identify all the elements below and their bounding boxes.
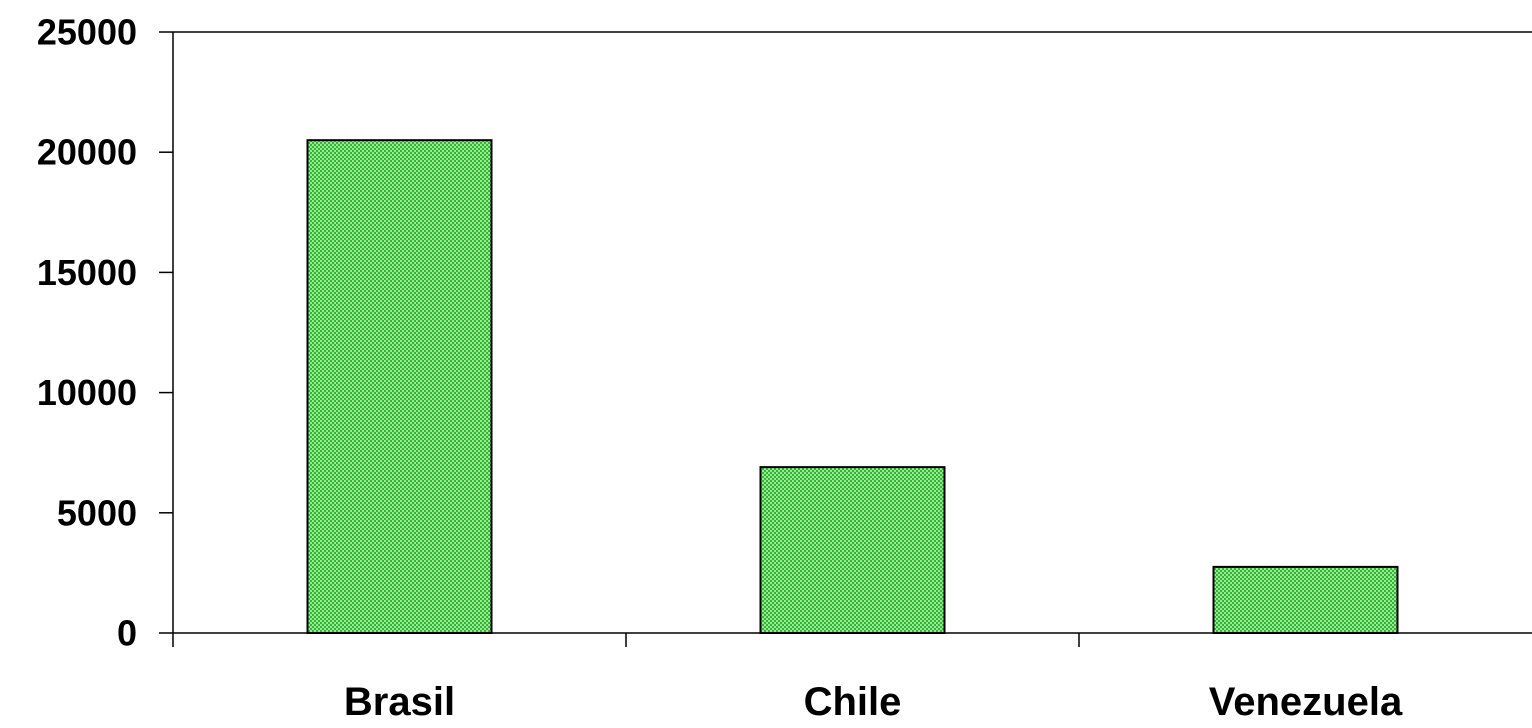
y-tick-label: 5000 [57,492,137,533]
bar-chile [759,466,946,634]
bar-brasil [306,139,493,634]
bar-venezuela [1212,565,1399,635]
bars-layer [306,139,1399,635]
y-tick-label: 25000 [37,12,137,53]
x-tick-label-chile: Chile [804,680,902,723]
y-tick-label: 10000 [37,372,137,413]
axes-layer [159,31,1532,647]
y-tick-label: 0 [117,613,137,654]
y-tick-label: 15000 [37,252,137,293]
x-tick-label-brasil: Brasil [344,680,455,723]
x-tick-label-venezuela: Venezuela [1209,680,1403,723]
labels-layer: 0 5000 10000 15000 20000 25000 Brasil Chile Vene… [37,12,1403,725]
y-tick-label: 20000 [37,132,137,173]
